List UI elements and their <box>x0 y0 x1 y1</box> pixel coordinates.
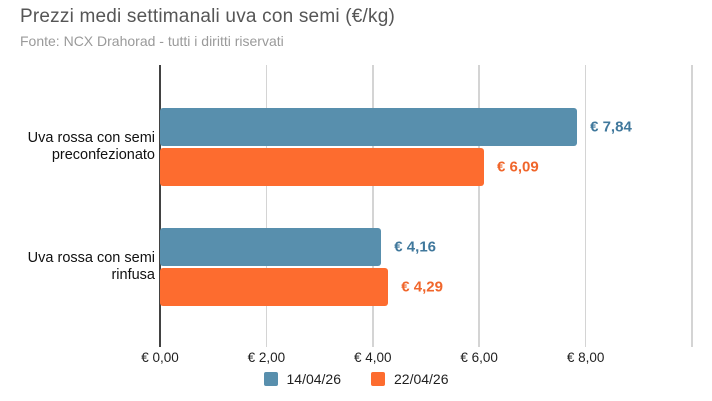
bar-value-label: € 4,16 <box>394 238 437 256</box>
category-label-line: Uva rossa con semi <box>27 250 155 266</box>
x-axis-tick-label: € 6,00 <box>460 350 498 365</box>
legend: 14/04/26 22/04/26 <box>0 371 712 387</box>
chart-title: Prezzi medi settimanali uva con semi (€/… <box>20 6 396 27</box>
x-gridline <box>584 65 587 347</box>
bar-22-04-26-group1[interactable] <box>160 148 484 186</box>
bar-14-04-26-group2[interactable] <box>160 228 382 266</box>
y-axis-line <box>159 65 161 347</box>
x-axis-tick-label: € 4,00 <box>354 350 392 365</box>
legend-item-22-04-26[interactable]: 22/04/26 <box>371 371 449 387</box>
category-label-line: rinfusa <box>111 267 155 283</box>
legend-swatch-icon <box>263 372 278 386</box>
bar-value-label: € 4,29 <box>401 278 443 296</box>
bar-22-04-26-group2[interactable] <box>160 268 389 306</box>
bar-14-04-26-group1[interactable] <box>160 108 578 146</box>
x-gridline <box>478 65 480 347</box>
category-label-line: Uva rossa con semi <box>27 130 155 146</box>
category-label-line: preconfezionato <box>51 147 155 163</box>
legend-label: 22/04/26 <box>394 371 449 387</box>
category-label: Uva rossa con semi preconfezionato <box>7 130 155 164</box>
category-label: Uva rossa con semi rinfusa <box>7 250 155 284</box>
x-gridline <box>265 65 268 347</box>
x-gridline <box>691 65 693 347</box>
legend-item-14-04-26[interactable]: 14/04/26 <box>263 371 342 387</box>
bar-value-label: € 6,09 <box>496 158 539 176</box>
chart-source: Fonte: NCX Drahorad - tutti i diritti ri… <box>20 33 284 49</box>
x-axis-tick-label: € 8,00 <box>566 350 605 365</box>
x-axis-tick-label: € 2,00 <box>247 350 286 365</box>
x-gridline <box>372 65 374 347</box>
bar-value-label: € 7,84 <box>590 118 632 136</box>
legend-swatch-icon <box>371 372 385 386</box>
x-axis-tick-label: € 0,00 <box>141 350 179 365</box>
legend-label: 14/04/26 <box>286 371 342 387</box>
